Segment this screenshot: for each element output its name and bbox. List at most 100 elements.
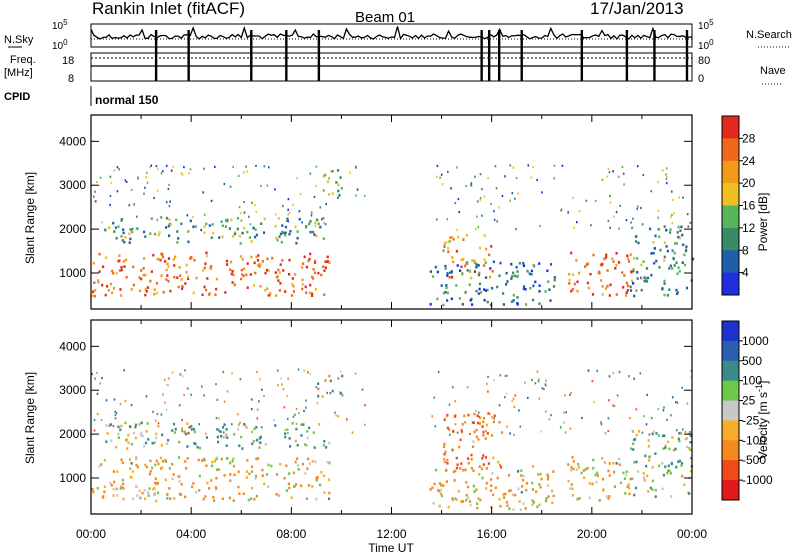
range-cell [308, 258, 311, 261]
range-cell [467, 457, 470, 460]
range-cell [315, 185, 317, 188]
y-tick-label: 1000 [59, 471, 86, 485]
range-cell [214, 165, 216, 168]
range-cell [183, 393, 185, 397]
range-cell [496, 285, 499, 289]
range-cell [536, 370, 539, 373]
range-cell [675, 242, 678, 245]
range-cell [444, 264, 447, 268]
colorbar-swatch [722, 440, 739, 461]
range-cell [429, 303, 432, 306]
range-cell [663, 255, 666, 259]
range-cell [139, 433, 142, 437]
range-cell [515, 265, 518, 269]
range-cell [156, 257, 159, 261]
range-cell [163, 378, 166, 381]
range-cell [682, 196, 684, 199]
range-cell [114, 226, 117, 229]
range-cell [659, 248, 662, 252]
range-cell [136, 215, 138, 218]
range-cell [120, 424, 123, 428]
range-cell [661, 462, 664, 465]
range-cell [327, 497, 331, 501]
range-cell [238, 234, 241, 238]
range-cell [560, 426, 562, 429]
range-cell [451, 448, 454, 452]
colorbar-swatch [722, 400, 739, 421]
range-cell [319, 206, 322, 209]
range-cell [612, 404, 614, 407]
range-cell [355, 165, 357, 168]
range-cell [264, 271, 267, 275]
range-cell [135, 227, 138, 230]
range-cell [531, 503, 534, 506]
range-cell [630, 279, 633, 283]
range-cell [320, 471, 323, 474]
range-cell [602, 477, 605, 481]
range-cell [171, 371, 174, 374]
range-cell [274, 224, 277, 228]
range-cell [138, 276, 141, 279]
range-cell [93, 195, 95, 198]
range-cell [446, 291, 449, 295]
range-cell [180, 278, 183, 281]
range-cell [538, 483, 541, 486]
y-tick-label: 2000 [59, 222, 86, 236]
range-cell [531, 488, 534, 491]
range-cell [633, 461, 636, 464]
range-cell [440, 483, 443, 487]
range-cell [309, 222, 311, 225]
range-cell [309, 283, 312, 287]
range-cell [266, 268, 269, 272]
range-cell [625, 291, 628, 294]
x-tick-label: 00:00 [76, 527, 106, 541]
range-cell [473, 430, 476, 434]
range-cell [651, 432, 654, 436]
range-cell [101, 496, 104, 499]
range-cell [167, 438, 170, 442]
range-cell [493, 218, 496, 221]
range-cell [515, 177, 518, 180]
range-cell [569, 487, 572, 490]
range-cell [493, 417, 495, 420]
range-cell [144, 288, 147, 291]
range-cell [304, 285, 307, 289]
range-cell [478, 422, 482, 425]
range-cell [274, 188, 276, 191]
range-cell [641, 431, 644, 434]
colorbar-swatch [722, 360, 739, 382]
range-cell [300, 423, 303, 426]
range-cell [188, 172, 190, 175]
range-cell [169, 223, 172, 226]
range-cell [461, 423, 464, 426]
range-cell [602, 489, 605, 492]
range-cell [171, 462, 174, 466]
range-cell [453, 479, 456, 482]
range-cell [241, 447, 244, 450]
range-cell [545, 410, 547, 413]
range-cell [632, 269, 635, 273]
range-cell [634, 240, 638, 243]
range-cell [689, 448, 692, 452]
range-cell [292, 415, 295, 418]
range-cell [658, 266, 661, 269]
range-cell [572, 460, 575, 463]
range-cell [451, 497, 454, 500]
range-cell [215, 487, 218, 490]
range-cell [310, 211, 313, 214]
range-cell [284, 233, 287, 237]
range-cell [155, 432, 158, 436]
range-cell [275, 236, 278, 240]
range-cell [466, 485, 470, 489]
range-cell [686, 213, 689, 216]
range-cell [651, 466, 654, 469]
range-cell [527, 396, 529, 399]
range-cell [601, 285, 604, 288]
range-cell [258, 265, 261, 268]
colorbar-swatch [722, 138, 739, 162]
range-cell [117, 425, 120, 429]
range-cell [463, 414, 466, 418]
range-cell [504, 396, 506, 399]
range-cell [145, 176, 147, 179]
